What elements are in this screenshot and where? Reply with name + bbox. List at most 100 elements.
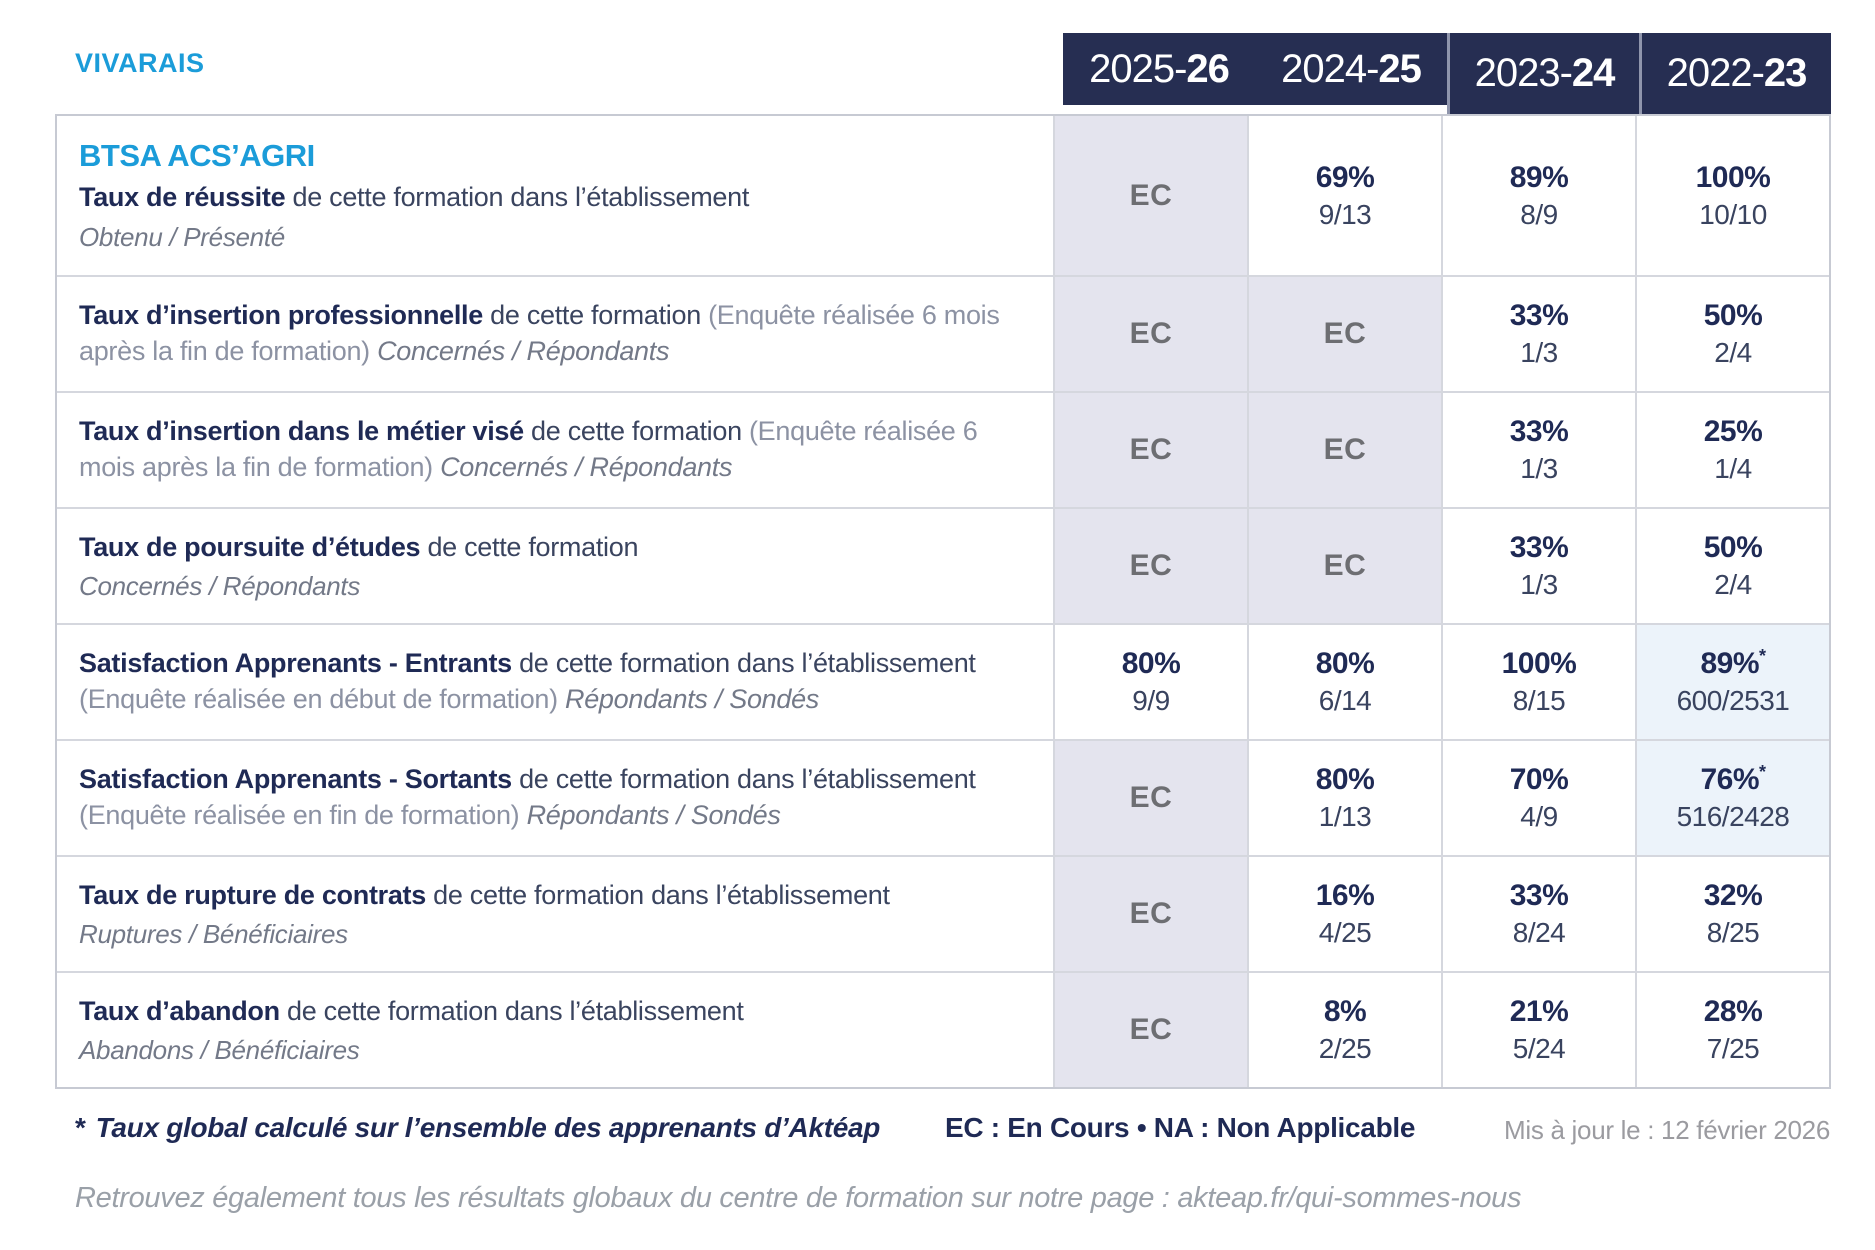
fraction-value: 6/14 [1318,685,1372,716]
metric-subline: Obtenu / Présenté [79,221,285,252]
value-cell: 80% 1/13 [1249,741,1441,855]
fraction-value: 8/15 [1512,685,1566,716]
metric-text-title: Satisfaction Apprenants - Entrants [79,648,512,679]
ec-label: EC [1129,781,1173,814]
metric-text-normal: de cette formation dans l’établissement [511,764,976,795]
ec-cell: EC [1055,973,1247,1087]
value-cell: 100% 10/10 [1637,116,1829,275]
metric-text-title: Satisfaction Apprenants - Sortants [79,764,512,795]
metric-label: BTSA ACS’AGRI Taux de réussite de cette f… [57,116,1053,275]
fraction-value: 516/2428 [1676,801,1790,832]
value-cell: 33% 1/3 [1443,393,1635,507]
value-cell: 16% 4/25 [1249,857,1441,971]
percentage-value: 50% [1703,531,1763,564]
metric-subline: Ruptures / Bénéficiaires [79,919,348,950]
percentage-value: 21% [1509,995,1569,1028]
bottom-note: Retrouvez également tous les résultats g… [75,1182,1522,1214]
value-cell: 50% 2/4 [1637,509,1829,623]
percentage-value: 80% [1315,647,1375,680]
metric-text-normal: de cette formation [482,300,709,331]
metric-subline: Concernés / Répondants [79,571,361,602]
percentage-value: 89%* [1700,646,1766,680]
ec-cell: EC [1055,509,1247,623]
ec-label: EC [1129,433,1173,466]
ec-cell: EC [1055,857,1247,971]
fraction-value: 8/9 [1520,198,1558,230]
metric-text-muted: (Enquête réalisée 6 mois après la fin de… [79,300,1000,366]
year-column-header: 2022- 23 [1639,33,1831,114]
percentage-value: 32% [1703,879,1763,912]
metric-text-normal: de cette formation [523,416,749,447]
value-cell: 50% 2/4 [1637,277,1829,391]
fraction-value: 1/13 [1318,801,1372,832]
asterisk-symbol: * [75,1112,86,1143]
ec-label: EC [1129,178,1173,212]
percentage-value: 89% [1509,160,1569,194]
fraction-value: 1/3 [1520,453,1558,484]
value-cell: 8% 2/25 [1249,973,1441,1087]
fraction-value: 4/25 [1318,917,1372,948]
metric-text-italic: Répondants / Sondés [526,800,781,830]
value-cell: 69% 9/13 [1249,116,1441,275]
percentage-value: 50% [1703,299,1763,332]
metric-description: Taux d’insertion dans le métier visé de … [79,414,1027,485]
ec-cell: EC [1055,393,1247,507]
ec-cell: EC [1055,277,1247,391]
metric-text-title: Taux d’insertion dans le métier visé [79,416,524,447]
percentage-value: 100% [1695,160,1771,194]
percentage-value: 80% [1121,647,1181,680]
percentage-value: 8% [1323,995,1367,1028]
fraction-value: 8/25 [1706,917,1760,948]
metric-label: Satisfaction Apprenants - Sortants de ce… [57,741,1053,855]
percentage-value: 25% [1703,415,1763,448]
value-cell: 89%* 600/2531 [1637,625,1829,739]
metric-text-title: Taux d’abandon [79,995,280,1026]
metric-description: Satisfaction Apprenants - Entrants de ce… [79,646,1027,717]
value-cell: 33% 1/3 [1443,509,1635,623]
metric-text-muted: (Enquête réalisée en fin de formation) [79,800,527,830]
fraction-value: 5/24 [1512,1033,1566,1064]
year-suffix: 26 [1186,46,1229,91]
percentage-value: 33% [1509,299,1569,332]
value-cell: 76%* 516/2428 [1637,741,1829,855]
year-header: 2025- 26 2024- 25 2023- 24 2022- 23 [1063,33,1831,114]
ec-label: EC [1129,897,1173,930]
value-cell: 33% 8/24 [1443,857,1635,971]
results-table: BTSA ACS’AGRI Taux de réussite de cette f… [55,114,1831,1089]
metric-text-title: Taux de rupture de contrats [79,879,426,910]
percentage-value: 76%* [1700,762,1766,796]
ec-label: EC [1323,317,1367,350]
percentage-value: 80% [1315,763,1375,796]
year-column-header: 2023- 24 [1447,33,1639,114]
ec-label: EC [1129,1013,1173,1046]
metric-description: Taux de rupture de contrats de cette for… [79,878,1027,914]
value-cell: 33% 1/3 [1443,277,1635,391]
ec-cell: EC [1055,116,1247,275]
site-brand: VIVARAIS [75,48,205,78]
ec-cell: EC [1055,741,1247,855]
ec-cell: EC [1249,509,1441,623]
year-prefix: 2024- [1281,46,1379,91]
ec-label: EC [1129,549,1173,582]
footnote-text: Taux global calculé sur l’ensemble des a… [95,1112,881,1143]
metric-text-muted: (Enquête réalisée 6 mois après la fin de… [79,416,978,482]
year-prefix: 2023- [1474,51,1573,95]
updated-date: Mis à jour le : 12 février 2026 [1504,1115,1830,1145]
metric-label: Taux d’insertion professionnelle de cett… [57,277,1053,391]
year-column-header: 2024- 25 [1255,33,1447,105]
asterisk-symbol: * [1759,762,1766,782]
metric-description: Taux d’insertion professionnelle de cett… [79,298,1027,369]
metric-text-normal: de cette formation dans l’établissement [425,879,890,910]
metric-text-normal: de cette formation [420,531,639,562]
metric-text-muted: (Enquête réalisée en début de formation) [79,684,566,714]
metric-label: Taux de poursuite d’études de cette form… [57,509,1053,623]
fraction-value: 7/25 [1706,1033,1760,1064]
metric-description: Taux de réussite de cette formation dans… [79,180,1027,216]
fraction-value: 9/9 [1132,685,1170,716]
metric-label: Taux d’insertion dans le métier visé de … [57,393,1053,507]
year-suffix: 25 [1378,46,1421,91]
value-cell: 80% 9/9 [1055,625,1247,739]
year-suffix: 23 [1763,51,1807,95]
fraction-value: 1/3 [1520,569,1558,600]
